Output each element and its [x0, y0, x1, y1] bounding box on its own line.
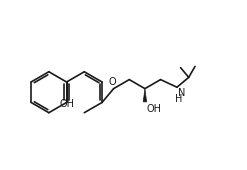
Polygon shape	[143, 89, 147, 102]
Text: N: N	[178, 88, 185, 98]
Text: OH: OH	[147, 104, 162, 114]
Text: OH: OH	[59, 99, 74, 109]
Text: H: H	[175, 94, 183, 104]
Text: O: O	[108, 77, 116, 87]
